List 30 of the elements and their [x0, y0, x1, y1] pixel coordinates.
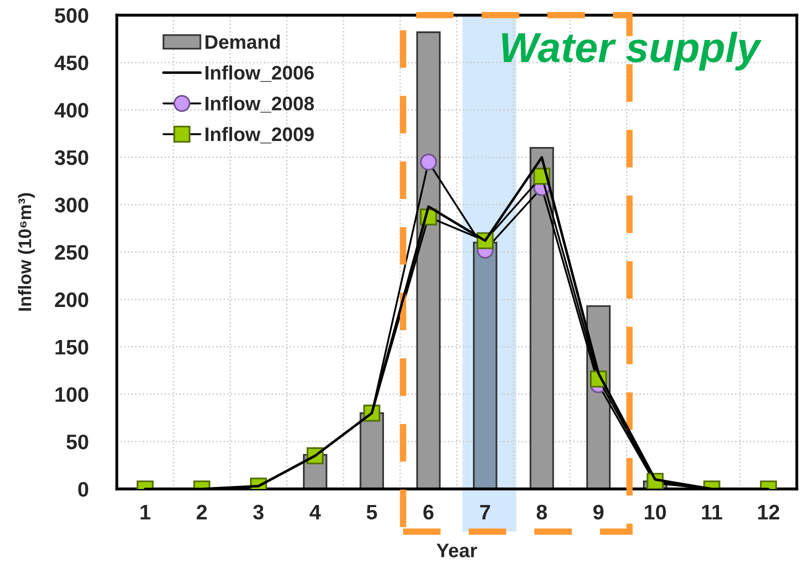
y-tick-label: 250	[54, 245, 88, 260]
y-tick-label: 200	[54, 292, 88, 308]
legend-label: Inflow_2008	[206, 96, 314, 113]
y-axis-title: Inflow (10⁶m³)	[18, 193, 35, 311]
x-tick-label: 2	[196, 504, 207, 520]
y-tick-label: 400	[54, 102, 88, 118]
legend-label: Inflow_2006	[206, 65, 314, 82]
x-tick-label: 8	[536, 504, 547, 520]
y-tick-label: 150	[56, 340, 88, 355]
y-tick-label: 500	[54, 8, 88, 23]
y-tick-label: 0	[78, 482, 88, 497]
x-tick-label: 7	[480, 504, 490, 520]
x-tick-label: 5	[366, 504, 378, 520]
x-tick-label: 11	[702, 504, 722, 520]
x-tick-label: 10	[644, 504, 666, 520]
legend-label: Demand	[206, 34, 280, 49]
annotation: Water supply	[502, 32, 762, 71]
y-tick-label: 50	[66, 434, 88, 450]
legend-label: Inflow_2009	[206, 126, 314, 144]
x-tick-label: 9	[593, 504, 604, 520]
y-tick-label: 450	[54, 56, 88, 70]
y-tick-label: 350	[54, 150, 88, 166]
x-tick-label: 1	[140, 504, 150, 520]
x-tick-label: 3	[253, 504, 264, 520]
y-tick-label: 100	[56, 387, 88, 402]
x-tick-label: 4	[310, 504, 321, 520]
x-axis-title: Year	[436, 544, 478, 558]
x-tick-label: 6	[423, 504, 434, 520]
y-tick-label: 300	[54, 198, 88, 212]
x-tick-label: 12	[758, 504, 780, 520]
